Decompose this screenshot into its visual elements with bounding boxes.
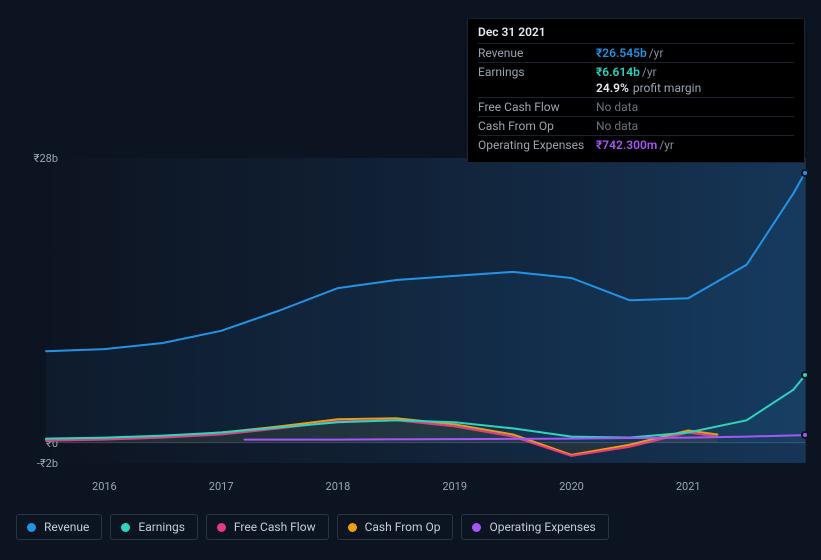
tooltip-row-revenue: Revenue₹26.545b/yr [478, 43, 794, 62]
tooltip-label: Earnings [478, 65, 596, 79]
legend-dot-icon [472, 523, 481, 532]
chart-x-axis: 2016 2017 2018 2019 2020 2021 [46, 480, 805, 500]
legend-label: Free Cash Flow [234, 520, 316, 534]
x-axis-tick: 2018 [326, 480, 351, 493]
marker-revenue [801, 169, 809, 177]
financials-chart: ₹28b₹0-₹2b 201620172018201920202021 [16, 150, 805, 505]
legend-item-cfo[interactable]: Cash From Op [337, 514, 454, 540]
marker-opex [801, 431, 809, 439]
tooltip-row-opex: Operating Expenses₹742.300m/yr [478, 135, 794, 154]
legend-dot-icon [121, 523, 130, 532]
legend-item-earnings[interactable]: Earnings [110, 514, 198, 540]
x-axis-tick: 2021 [676, 480, 701, 493]
series-area-revenue [46, 173, 805, 443]
tooltip-row-fcf: Free Cash FlowNo data [478, 97, 794, 116]
legend-label: Operating Expenses [489, 520, 595, 534]
legend-dot-icon [348, 523, 357, 532]
tooltip-value: ₹6.614b/yr [596, 65, 794, 79]
chart-tooltip: Dec 31 2021 Revenue₹26.545b/yrEarnings₹6… [467, 18, 805, 163]
tooltip-row-cfo: Cash From OpNo data [478, 116, 794, 135]
tooltip-label: Operating Expenses [478, 138, 596, 152]
tooltip-value: No data [596, 100, 794, 114]
legend-item-revenue[interactable]: Revenue [16, 514, 102, 540]
tooltip-profit-margin: 24.9%profit margin [478, 81, 794, 97]
tooltip-label: Cash From Op [478, 119, 596, 133]
legend-label: Cash From Op [365, 520, 441, 534]
x-axis-tick: 2019 [442, 480, 467, 493]
tooltip-date: Dec 31 2021 [478, 25, 794, 43]
legend-item-opex[interactable]: Operating Expenses [461, 514, 608, 540]
tooltip-row-earnings: Earnings₹6.614b/yr [478, 62, 794, 81]
chart-plot-area[interactable] [46, 158, 805, 463]
chart-legend: Revenue Earnings Free Cash Flow Cash From O… [16, 514, 609, 540]
legend-dot-icon [217, 523, 226, 532]
legend-item-fcf[interactable]: Free Cash Flow [206, 514, 329, 540]
tooltip-value: ₹26.545b/yr [596, 46, 794, 60]
tooltip-value: ₹742.300m/yr [596, 138, 794, 152]
legend-label: Revenue [44, 520, 89, 534]
marker-earnings [801, 371, 809, 379]
tooltip-label: Free Cash Flow [478, 100, 596, 114]
x-axis-tick: 2020 [559, 480, 584, 493]
legend-label: Earnings [138, 520, 185, 534]
tooltip-label: Revenue [478, 46, 596, 60]
chart-hover-line [805, 158, 806, 463]
legend-dot-icon [27, 523, 36, 532]
x-axis-tick: 2017 [209, 480, 234, 493]
tooltip-value: No data [596, 119, 794, 133]
x-axis-tick: 2016 [92, 480, 117, 493]
